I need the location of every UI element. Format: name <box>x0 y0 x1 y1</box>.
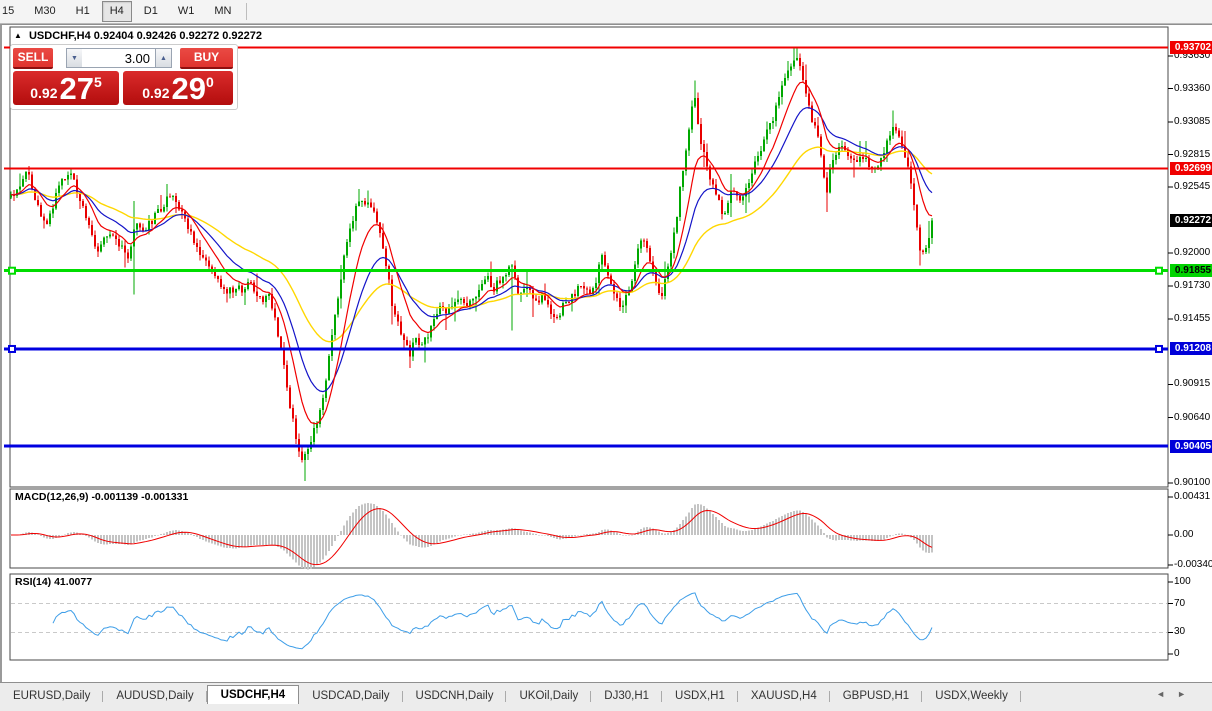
timeframe-button-h4[interactable]: H4 <box>101 1 132 22</box>
sell-price-display[interactable]: 0.92 27 5 <box>13 71 119 105</box>
price-tick-label: 0.92545 <box>1174 181 1211 193</box>
sell-price-prefix: 0.92 <box>30 85 58 101</box>
rsi-tick-label: 100 <box>1174 576 1191 587</box>
trendline-handle[interactable] <box>8 266 16 275</box>
tab-scroll-right-icon[interactable]: ► <box>1177 689 1198 699</box>
chart-tab-usdx-h1[interactable]: USDX,H1 <box>662 688 738 705</box>
chart-tab-gbpusd-h1[interactable]: GBPUSD,H1 <box>830 688 923 705</box>
price-tick-label: 0.93085 <box>1174 115 1211 127</box>
price-tick-label: 0.93630 <box>1174 50 1211 61</box>
price-tick-label: 0.90100 <box>1174 477 1211 488</box>
chart-tab-xauusd-h4[interactable]: XAUUSD,H4 <box>738 688 830 705</box>
buy-price-sup: 0 <box>205 74 214 90</box>
buy-price-prefix: 0.92 <box>142 85 170 101</box>
price-badge: 0.92699 <box>1170 162 1212 176</box>
price-tick-label: 0.93360 <box>1174 82 1211 94</box>
tab-scroll-arrows[interactable]: ◄► <box>1156 689 1198 699</box>
sell-price-big: 27 <box>59 71 94 106</box>
timeframe-button-15[interactable]: 15 <box>2 5 15 17</box>
volume-decrease-arrow-icon[interactable]: ▼ <box>66 48 83 68</box>
timeframe-button-mn[interactable]: MN <box>214 5 232 17</box>
timeframe-toolbar: 15 M30 H1 H4 D1 W1 MN <box>0 0 1212 24</box>
chart-tab-usdchf-h4[interactable]: USDCHF,H4 <box>206 685 300 705</box>
trendline-handle[interactable] <box>1155 266 1163 275</box>
macd-indicator-label: MACD(12,26,9) -0.001139 -0.001331 <box>15 491 189 503</box>
tab-scroll-left-icon[interactable]: ◄ <box>1156 689 1178 699</box>
timeframe-button-h1[interactable]: H1 <box>75 5 90 17</box>
trendline-handle[interactable] <box>8 344 16 353</box>
sell-button[interactable]: SELL <box>13 48 53 69</box>
chart-window: ▲ USDCHF,H4 0.92404 0.92426 0.92272 0.92… <box>0 24 1212 700</box>
chart-tab-audusd-daily[interactable]: AUDUSD,Daily <box>103 688 207 705</box>
sell-price-sup: 5 <box>93 74 102 90</box>
rsi-tick-label: 0 <box>1174 648 1180 659</box>
chart-tab-ukoil-daily[interactable]: UKOil,Daily <box>506 688 592 705</box>
timeframe-button-w1[interactable]: W1 <box>177 5 195 17</box>
macd-tick-label: 0.00431 <box>1174 491 1211 503</box>
trendline-handle[interactable] <box>1155 344 1163 353</box>
chart-tab-usdcad-daily[interactable]: USDCAD,Daily <box>299 688 403 705</box>
rsi-indicator-label: RSI(14) 41.0077 <box>15 576 93 588</box>
volume-input[interactable]: 3.00 <box>82 48 155 68</box>
chart-ohlc-values: 0.92404 0.92426 0.92272 0.92272 <box>93 30 262 42</box>
chart-tab-usdx-weekly[interactable]: USDX,Weekly <box>922 688 1021 705</box>
chart-symbol-label: USDCHF,H4 <box>28 30 91 42</box>
price-chart-canvas[interactable] <box>2 25 1212 682</box>
chart-tab-usdcnh-daily[interactable]: USDCNH,Daily <box>403 688 507 705</box>
price-tick-label: 0.92815 <box>1174 148 1211 160</box>
rsi-tick-label: 30 <box>1174 626 1186 638</box>
chart-tab-dj30-h1[interactable]: DJ30,H1 <box>591 688 662 705</box>
buy-price-display[interactable]: 0.92 29 0 <box>123 71 233 105</box>
price-tick-label: 0.91730 <box>1174 279 1211 291</box>
price-badge: 0.93702 <box>1170 40 1212 54</box>
price-tick-label: 0.91455 <box>1174 313 1211 325</box>
one-click-trading-widget: SELL ▼ 3.00 ▲ BUY 0.92 27 5 0.92 29 0 <box>10 44 238 110</box>
toolbar-separator <box>246 3 248 20</box>
price-tick-label: 0.90915 <box>1174 378 1211 390</box>
macd-tick-label: -0.003405 <box>1174 558 1212 570</box>
price-badge: 0.91855 <box>1170 264 1212 278</box>
price-badge: 0.91208 <box>1170 342 1212 356</box>
bottom-strip <box>0 704 1212 711</box>
collapse-triangle-icon[interactable]: ▲ <box>14 31 22 40</box>
price-badge: 0.90405 <box>1170 439 1212 453</box>
price-tick-label: 0.90640 <box>1174 411 1211 423</box>
buy-price-big: 29 <box>171 71 206 106</box>
macd-tick-label: 0.00 <box>1174 529 1194 540</box>
buy-button[interactable]: BUY <box>180 48 233 69</box>
price-tick-label: 0.92000 <box>1174 247 1211 259</box>
timeframe-button-d1[interactable]: D1 <box>143 5 158 17</box>
price-badge: 0.92272 <box>1170 213 1212 227</box>
volume-increase-arrow-icon[interactable]: ▲ <box>155 48 172 68</box>
chart-title: ▲ USDCHF,H4 0.92404 0.92426 0.92272 0.92… <box>14 30 262 42</box>
chart-tab-eurusd-daily[interactable]: EURUSD,Daily <box>0 688 104 705</box>
timeframe-button-m30[interactable]: M30 <box>34 5 56 17</box>
chart-tab-bar: EURUSD,Daily AUDUSD,Daily USDCHF,H4 USDCAD,… <box>0 682 1212 705</box>
rsi-tick-label: 70 <box>1174 597 1186 609</box>
